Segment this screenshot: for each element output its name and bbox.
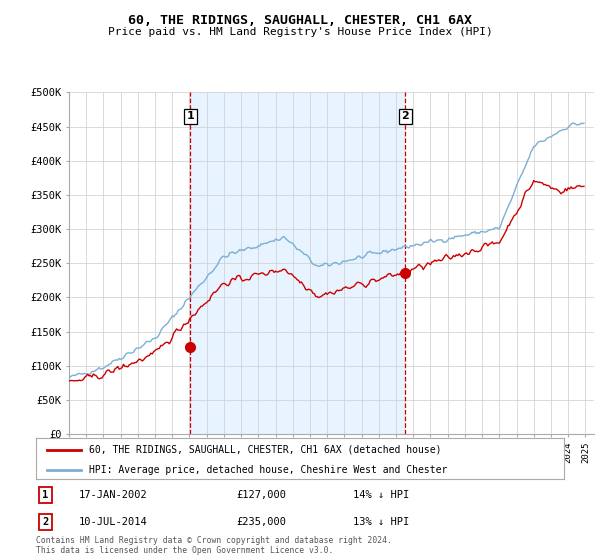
Text: 14% ↓ HPI: 14% ↓ HPI (353, 491, 409, 500)
Text: Contains HM Land Registry data © Crown copyright and database right 2024.
This d: Contains HM Land Registry data © Crown c… (36, 536, 392, 556)
Text: 10-JUL-2014: 10-JUL-2014 (78, 517, 147, 527)
Text: 60, THE RIDINGS, SAUGHALL, CHESTER, CH1 6AX (detached house): 60, THE RIDINGS, SAUGHALL, CHESTER, CH1 … (89, 445, 442, 455)
Text: HPI: Average price, detached house, Cheshire West and Chester: HPI: Average price, detached house, Ches… (89, 465, 447, 475)
Text: 1: 1 (43, 491, 49, 500)
Text: 13% ↓ HPI: 13% ↓ HPI (353, 517, 409, 527)
Bar (190, 92, 405, 434)
Text: 60, THE RIDINGS, SAUGHALL, CHESTER, CH1 6AX: 60, THE RIDINGS, SAUGHALL, CHESTER, CH1 … (128, 14, 472, 27)
Text: 1: 1 (187, 111, 194, 122)
Text: Price paid vs. HM Land Registry's House Price Index (HPI): Price paid vs. HM Land Registry's House … (107, 27, 493, 37)
Text: 2: 2 (43, 517, 49, 527)
Text: £235,000: £235,000 (236, 517, 287, 527)
Text: 17-JAN-2002: 17-JAN-2002 (78, 491, 147, 500)
Text: £127,000: £127,000 (236, 491, 287, 500)
Text: 2: 2 (401, 111, 409, 122)
